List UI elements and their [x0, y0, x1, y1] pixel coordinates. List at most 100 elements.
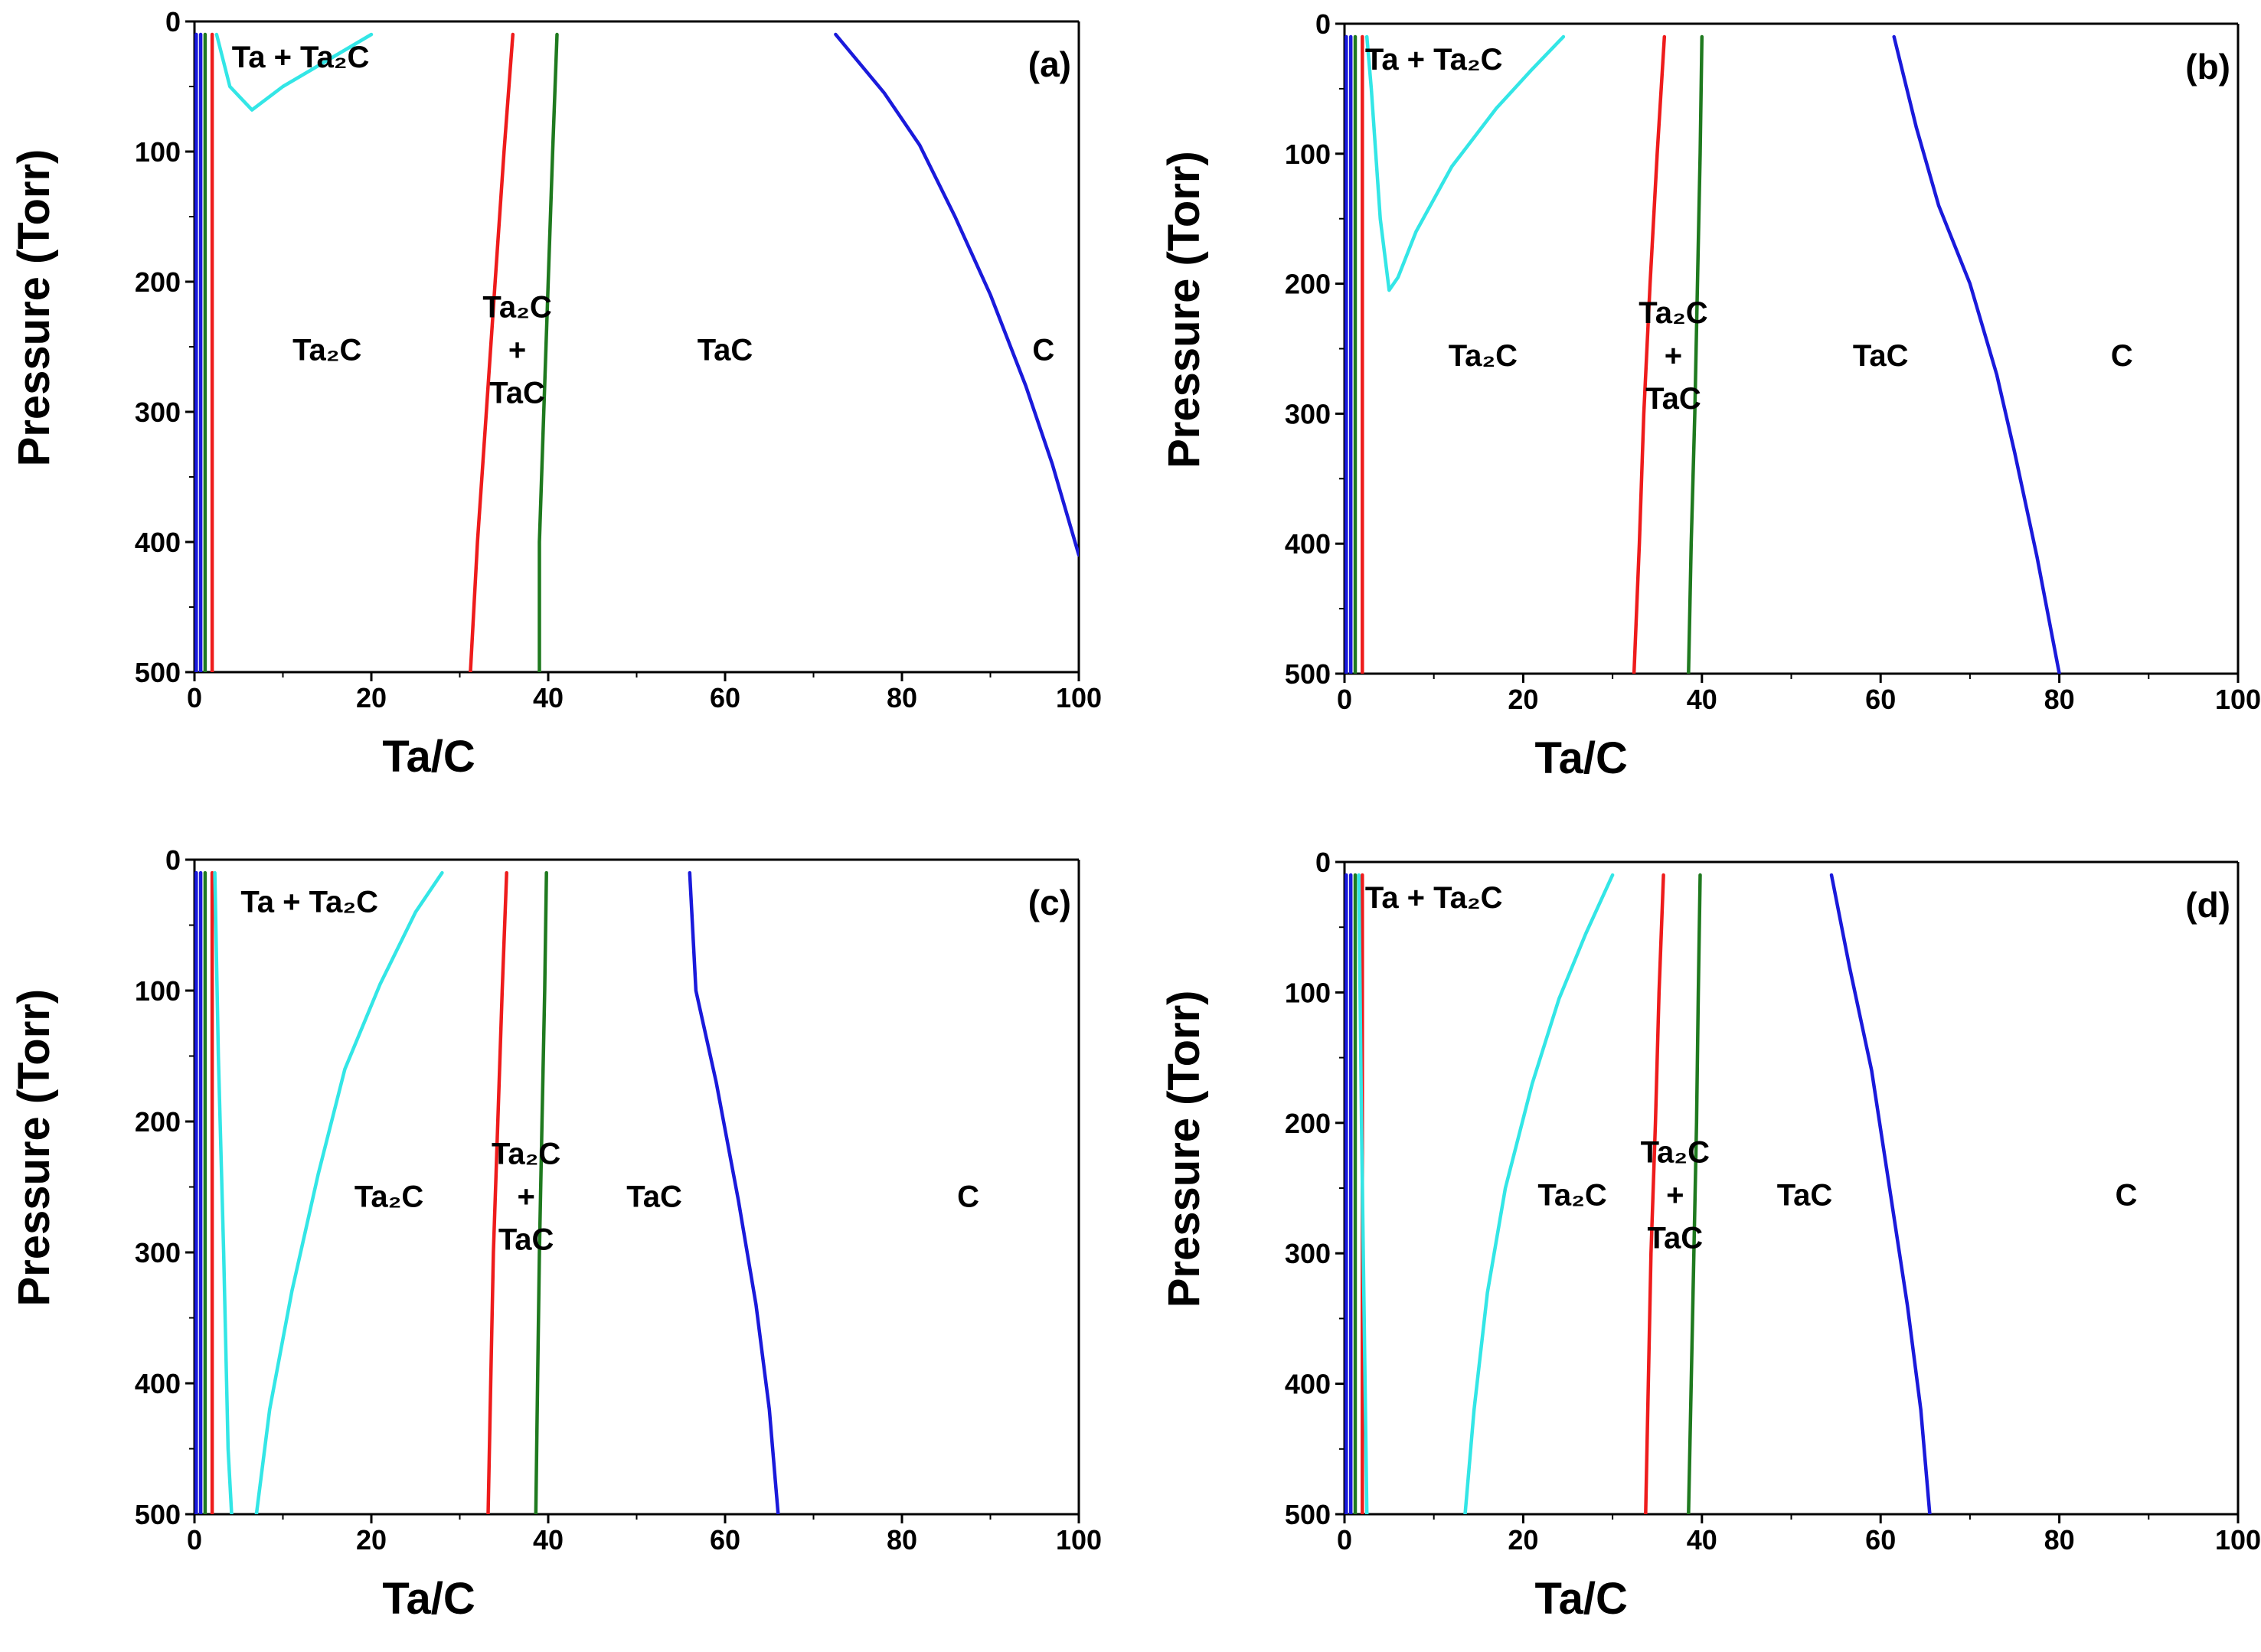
y-axis-label: Pressure (Torr)	[1159, 991, 1209, 1308]
y-tick-label: 200	[135, 266, 181, 298]
y-axis-label: Pressure (Torr)	[9, 989, 59, 1307]
x-tick-label: 100	[2215, 1524, 2261, 1556]
x-tick-label: 0	[187, 1524, 202, 1556]
x-tick-label: 40	[533, 682, 564, 713]
x-tick-label: 80	[2044, 684, 2075, 715]
y-tick-label: 100	[135, 975, 181, 1007]
x-tick-label: 100	[1056, 1524, 1102, 1556]
y-tick-label: 400	[1285, 528, 1331, 560]
series-group	[1345, 873, 1932, 1514]
y-tick-label: 0	[1315, 847, 1331, 878]
region-label: Ta + Ta₂C	[232, 41, 370, 74]
y-tick-label: 400	[135, 1368, 181, 1399]
y-tick-label: 100	[1285, 139, 1331, 170]
region-label: TaC	[489, 376, 545, 410]
region-label: +	[508, 333, 526, 367]
series-line-red	[1632, 34, 1667, 674]
y-tick-label: 500	[1285, 658, 1331, 690]
chart-panel-4: 0 20 40 60 80 100 0 100 200 300 400 500 Ta/C Pressure…	[1159, 847, 2261, 1624]
x-tick-label: 60	[710, 682, 740, 713]
chart-panel-2: 0 20 40 60 80 100 0 100 200 300 400 500 Ta/C Pressure…	[1159, 8, 2261, 783]
x-tick-label: 0	[1337, 1524, 1352, 1556]
panel-label: (c)	[1028, 883, 1071, 922]
region-label: Ta₂C	[1537, 1179, 1606, 1213]
series-line-blue	[834, 32, 1079, 557]
x-tick-label: 40	[1687, 684, 1717, 715]
series-line-blue	[1829, 873, 1932, 1514]
y-tick-label: 100	[1285, 977, 1331, 1008]
series-line-blue	[1892, 34, 2061, 674]
series-line-cyan	[1357, 873, 1369, 1514]
y-tick-label: 300	[1285, 1238, 1331, 1269]
y-tick-label: 300	[135, 1237, 181, 1268]
series-line-green	[534, 870, 548, 1514]
x-tick-label: 20	[356, 682, 387, 713]
series-line-green	[537, 32, 559, 672]
series-group	[194, 32, 1079, 672]
x-tick-label: 80	[887, 1524, 917, 1556]
region-label: Ta₂C	[482, 290, 551, 324]
region-label: TaC	[1777, 1179, 1833, 1213]
y-tick-label: 0	[165, 844, 181, 876]
y-axis-label: Pressure (Torr)	[9, 149, 59, 467]
x-tick-label: 80	[2044, 1524, 2075, 1556]
series-line-red	[486, 870, 508, 1514]
x-tick-label: 20	[356, 1524, 387, 1556]
region-label: TaC	[1647, 1222, 1703, 1255]
y-tick-label: 400	[1285, 1369, 1331, 1400]
series-line-green	[1687, 873, 1702, 1514]
y-axis-label: Pressure (Torr)	[1159, 151, 1209, 469]
x-tick-label: 60	[1865, 684, 1896, 715]
panel-label: (b)	[2185, 47, 2230, 87]
y-tick-label: 100	[135, 136, 181, 168]
x-tick-label: 60	[710, 1524, 740, 1556]
x-tick-label: 40	[1687, 1524, 1717, 1556]
panel-label: (d)	[2185, 885, 2230, 925]
region-label: C	[2111, 339, 2133, 373]
region-label: Ta₂C	[1641, 1136, 1710, 1170]
x-axis-label: Ta/C	[1535, 1574, 1628, 1624]
region-label: Ta₂C	[292, 333, 361, 367]
y-tick-label: 200	[1285, 269, 1331, 300]
region-label: TaC	[698, 333, 753, 367]
region-label: TaC	[1853, 339, 1909, 373]
series-line-cyan	[254, 870, 444, 1514]
region-label: Ta + Ta₂C	[1365, 881, 1503, 915]
x-tick-label: 0	[1337, 684, 1352, 715]
region-label: +	[1665, 339, 1682, 373]
y-tick-label: 0	[165, 6, 181, 38]
region-label: Ta₂C	[355, 1180, 423, 1213]
series-line-cyan	[1463, 873, 1615, 1514]
region-label: Ta + Ta₂C	[240, 886, 378, 919]
x-tick-label: 100	[1056, 682, 1102, 713]
x-tick-label: 100	[2215, 684, 2261, 715]
y-tick-label: 200	[135, 1106, 181, 1138]
region-label: C	[2116, 1179, 2138, 1213]
panel-label: (a)	[1028, 44, 1071, 84]
region-label: +	[517, 1180, 534, 1213]
region-label: TaC	[498, 1223, 554, 1256]
region-label: C	[1032, 333, 1054, 367]
region-label: Ta₂C	[492, 1137, 560, 1170]
y-tick-label: 500	[135, 657, 181, 688]
x-tick-label: 20	[1508, 684, 1538, 715]
x-tick-label: 80	[887, 682, 917, 713]
y-tick-label: 300	[1285, 398, 1331, 429]
x-axis-label: Ta/C	[382, 1574, 475, 1624]
region-label: +	[1666, 1179, 1684, 1213]
series-group	[194, 870, 780, 1514]
y-tick-label: 0	[1315, 8, 1331, 40]
series-group	[1345, 34, 2061, 674]
y-tick-label: 500	[135, 1499, 181, 1530]
x-tick-label: 0	[187, 682, 202, 713]
y-tick-label: 400	[135, 527, 181, 558]
y-tick-label: 500	[1285, 1499, 1331, 1530]
region-label: TaC	[1645, 382, 1701, 416]
series-line-cyan	[214, 32, 374, 112]
region-label: C	[957, 1180, 979, 1213]
region-label: Ta₂C	[1639, 296, 1707, 330]
chart-panel-3: 0 20 40 60 80 100 0 100 200 300 400 500 Ta/C Pressure…	[9, 844, 1102, 1624]
region-label: Ta₂C	[1449, 339, 1518, 373]
series-line-cyan	[213, 870, 234, 1514]
